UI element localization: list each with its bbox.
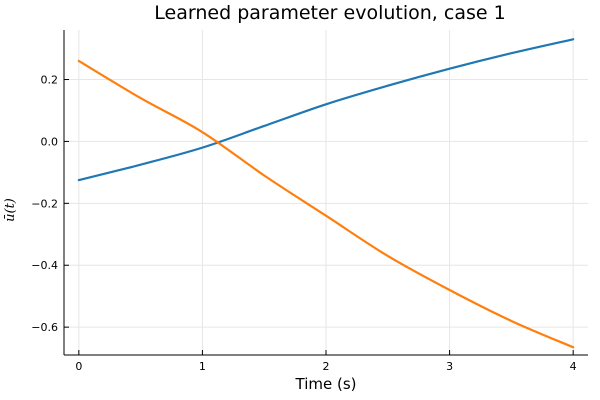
y-tick-label: −0.2 (31, 197, 58, 210)
series-line-2 (77, 59, 575, 349)
y-tick-label: −0.6 (31, 321, 58, 334)
tick-labels: 0 1 2 3 4 −0.6 −0.4 −0.2 0.0 0.2 (31, 74, 576, 373)
x-tick-label: 1 (199, 360, 206, 373)
y-tick-label: 0.2 (41, 74, 59, 87)
x-tick-label: 0 (75, 360, 82, 373)
y-tick-label: 0.0 (41, 135, 59, 148)
series-line-1 (77, 38, 575, 182)
x-tick-label: 2 (323, 360, 330, 373)
series-lines (77, 38, 575, 349)
x-tick-label: 4 (570, 360, 577, 373)
y-tick-label: −0.4 (31, 259, 58, 272)
y-axis-label: ū(t) (3, 198, 18, 222)
chart-title: Learned parameter evolution, case 1 (154, 2, 505, 24)
grid (64, 30, 588, 355)
x-axis-label: Time (s) (295, 375, 357, 393)
x-tick-label: 3 (446, 360, 453, 373)
axes (63, 30, 588, 356)
